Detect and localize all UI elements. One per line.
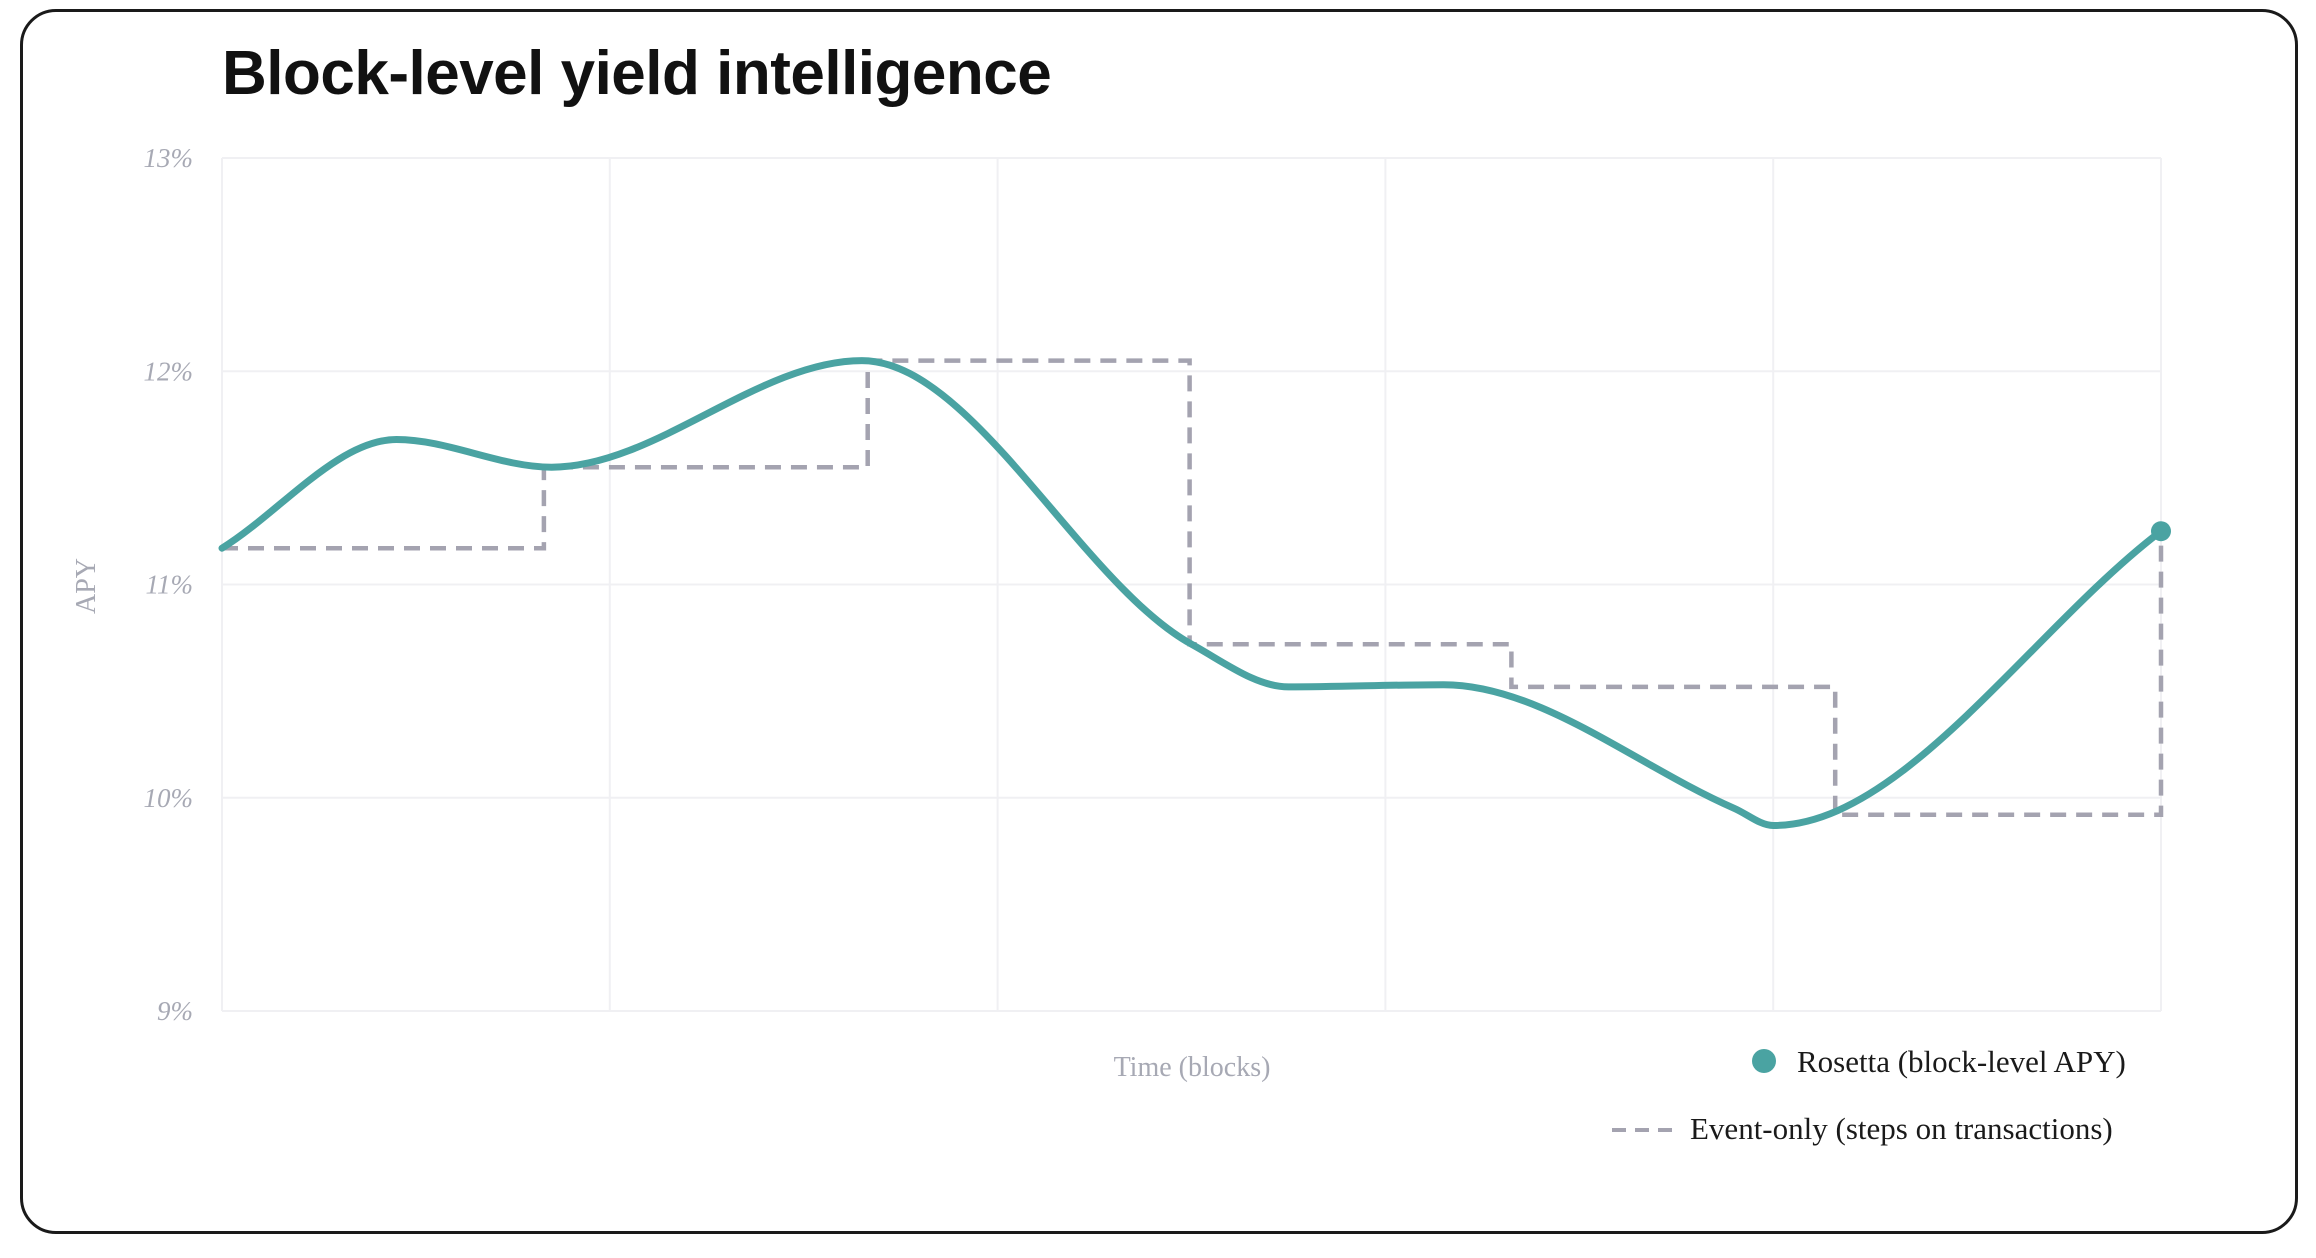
y-tick-label: 10%: [144, 783, 194, 813]
y-tick-label: 12%: [144, 356, 194, 386]
x-axis-label: Time (blocks): [1114, 1052, 1271, 1083]
series-event-only-line: [222, 358, 2164, 818]
legend-event-label: Event-only (steps on transactions): [1690, 1111, 2113, 1146]
series-layer: [218, 357, 2171, 829]
y-tick-label: 13%: [144, 143, 194, 173]
legend-rosetta-label: Rosetta (block-level APY): [1797, 1044, 2126, 1079]
y-axis-label: APY: [71, 558, 102, 614]
legend: Rosetta (block-level APY) Event-only (st…: [1612, 1044, 2126, 1146]
y-tick-label: 11%: [146, 570, 194, 600]
chart-title: Block-level yield intelligence: [222, 39, 1052, 108]
series-rosetta-line: [218, 357, 2165, 829]
legend-rosetta-swatch: [1752, 1049, 1776, 1073]
y-tick-label: 9%: [157, 996, 193, 1026]
y-axis-ticks: 9% 10% 11% 12% 13%: [144, 143, 194, 1026]
series-rosetta-end-point: [2151, 521, 2171, 542]
